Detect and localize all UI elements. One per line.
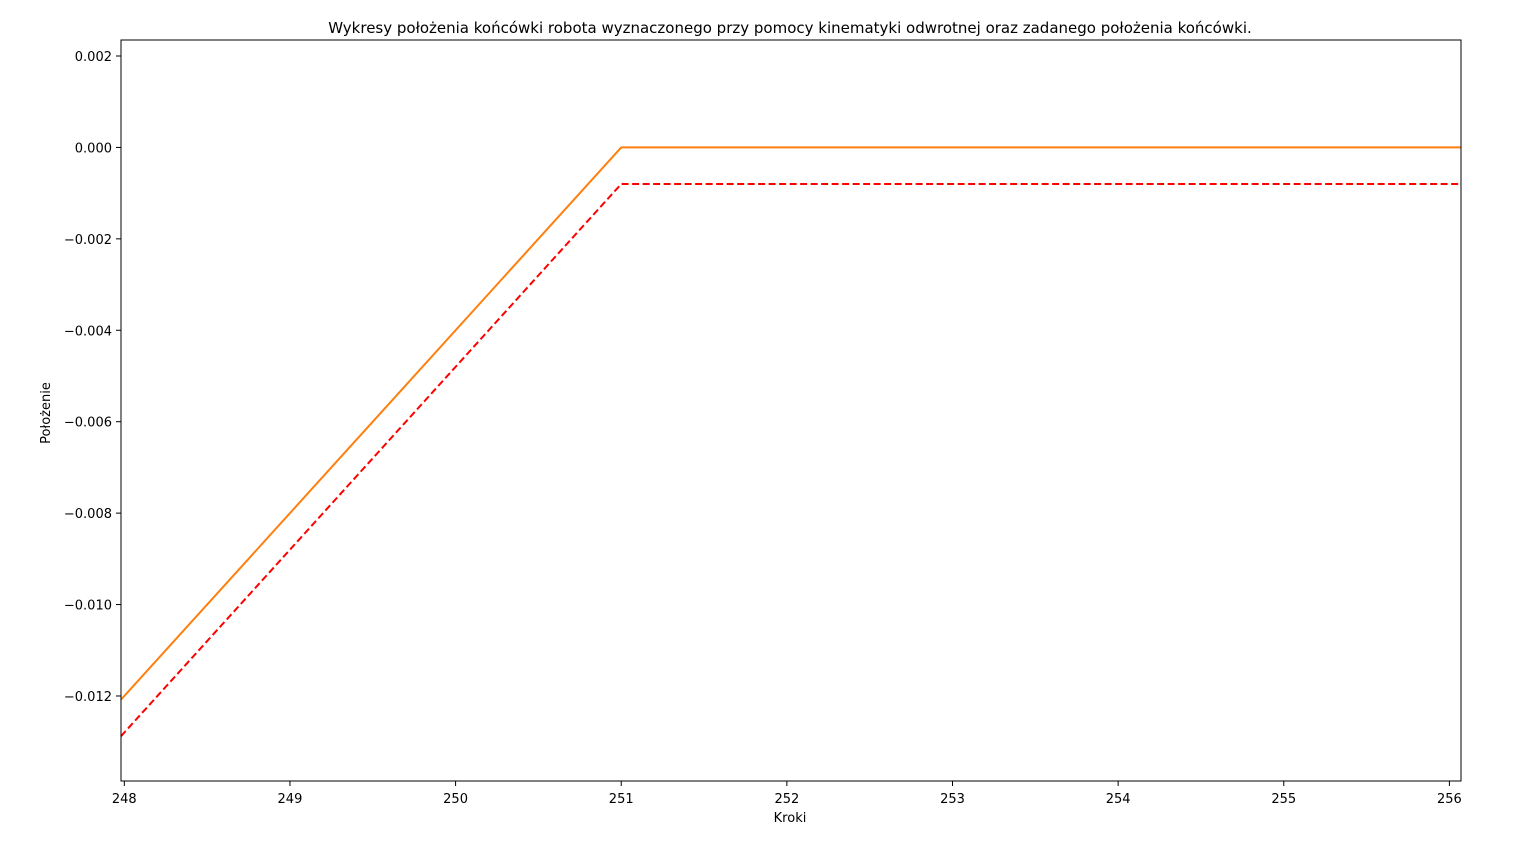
x-tick-label: 248 bbox=[112, 792, 137, 807]
y-tick-label: −0.006 bbox=[64, 416, 112, 431]
x-tick-label: 252 bbox=[774, 792, 799, 807]
y-tick-label: −0.002 bbox=[64, 233, 112, 248]
series-line-2 bbox=[120, 182, 1461, 737]
x-tick-label: 249 bbox=[278, 792, 303, 807]
series-line-1 bbox=[120, 146, 1461, 701]
y-tick-label: −0.010 bbox=[64, 599, 112, 614]
x-tick-label: 256 bbox=[1437, 792, 1462, 807]
y-tick-label: −0.008 bbox=[64, 507, 112, 522]
y-tick-label: −0.004 bbox=[64, 324, 112, 339]
y-tick-label: −0.012 bbox=[64, 690, 112, 705]
x-axis-ticks: 248 249 250 251 252 253 254 255 256 bbox=[112, 781, 1462, 807]
y-tick-label: 0.002 bbox=[75, 50, 112, 65]
x-axis-label: Kroki bbox=[774, 811, 807, 826]
x-tick-label: 254 bbox=[1106, 792, 1131, 807]
x-tick-label: 251 bbox=[609, 792, 634, 807]
x-tick-label: 250 bbox=[443, 792, 468, 807]
x-tick-label: 255 bbox=[1271, 792, 1296, 807]
y-axis-label: Położenie bbox=[39, 382, 54, 444]
y-axis-ticks: 0.002 0.000 −0.002 −0.004 −0.006 −0.008 −0.010… bbox=[64, 50, 121, 705]
x-tick-label: 253 bbox=[940, 792, 965, 807]
chart-title: Wykresy położenia końcówki robota wyznac… bbox=[328, 19, 1252, 37]
series-layer bbox=[120, 146, 1461, 737]
y-tick-label: 0.000 bbox=[75, 141, 112, 156]
plot-frame bbox=[120, 39, 1462, 782]
